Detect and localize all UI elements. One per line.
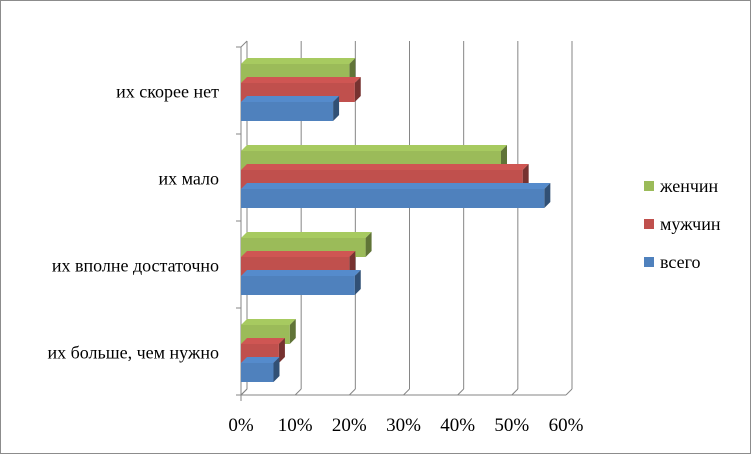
category-label: их мало (158, 169, 219, 189)
bar-top-face (241, 338, 285, 344)
legend-label: женчин (659, 176, 719, 196)
bar-side-face (365, 232, 372, 257)
category-label: их скорее нет (116, 82, 219, 102)
x-tick-label: 60% (549, 415, 584, 436)
bar-top-face (241, 183, 551, 189)
x-tick-label: 20% (332, 415, 367, 436)
bar-top-face (241, 96, 340, 102)
floor-gridline (348, 388, 356, 396)
x-tick-label: 40% (440, 415, 475, 436)
floor-gridline (565, 388, 573, 396)
category-label: их вполне достаточно (52, 256, 219, 276)
bar-top-face (241, 145, 507, 151)
bar-top-face (241, 357, 280, 363)
x-tick-label: 0% (228, 415, 254, 436)
bar-side-face (349, 58, 356, 83)
bar-side-face (501, 145, 507, 170)
legend-label: всего (660, 252, 701, 272)
floor-gridline (294, 388, 302, 396)
bar-side-face (333, 96, 340, 121)
bar-top-face (241, 58, 356, 64)
bar-side-face (522, 164, 529, 189)
legend-swatch (644, 219, 654, 229)
floor-gridline (457, 388, 465, 396)
category-label: их больше, чем нужно (48, 343, 220, 363)
bar-side-face (289, 319, 296, 344)
wall-edge-top (240, 40, 248, 48)
bar-top-face (241, 251, 356, 257)
bar-side-face (349, 251, 356, 276)
bar (241, 102, 334, 121)
legend-swatch (644, 257, 654, 267)
x-tick-labels: 0% 10% 20% 30% 40% 50% 60% (228, 415, 583, 436)
bar-side-face (544, 183, 551, 208)
bar (241, 363, 274, 382)
x-tick-label: 10% (278, 415, 313, 436)
category-labels: их скорее нет их мало их вполне достаточно… (48, 82, 220, 363)
bar (241, 276, 355, 295)
bar (241, 189, 545, 208)
bar-side-face (354, 270, 361, 295)
legend-swatch (644, 181, 654, 191)
floor-gridline (511, 388, 519, 396)
bar-side-face (354, 77, 361, 102)
bar-top-face (241, 77, 361, 83)
bar-top-face (241, 319, 296, 325)
bar-top-face (241, 164, 529, 170)
floor-gridline (240, 388, 248, 396)
bars (241, 58, 551, 382)
bar-top-face (241, 232, 372, 238)
x-tick-label: 30% (386, 415, 421, 436)
bar-side-face (278, 338, 285, 363)
legend-label: мужчин (660, 214, 721, 234)
bar-top-face (241, 270, 361, 276)
x-tick-label: 50% (494, 415, 529, 436)
floor-gridline (403, 388, 410, 396)
legend: женчин мужчин всего (644, 176, 721, 272)
bar-side-face (273, 357, 280, 382)
